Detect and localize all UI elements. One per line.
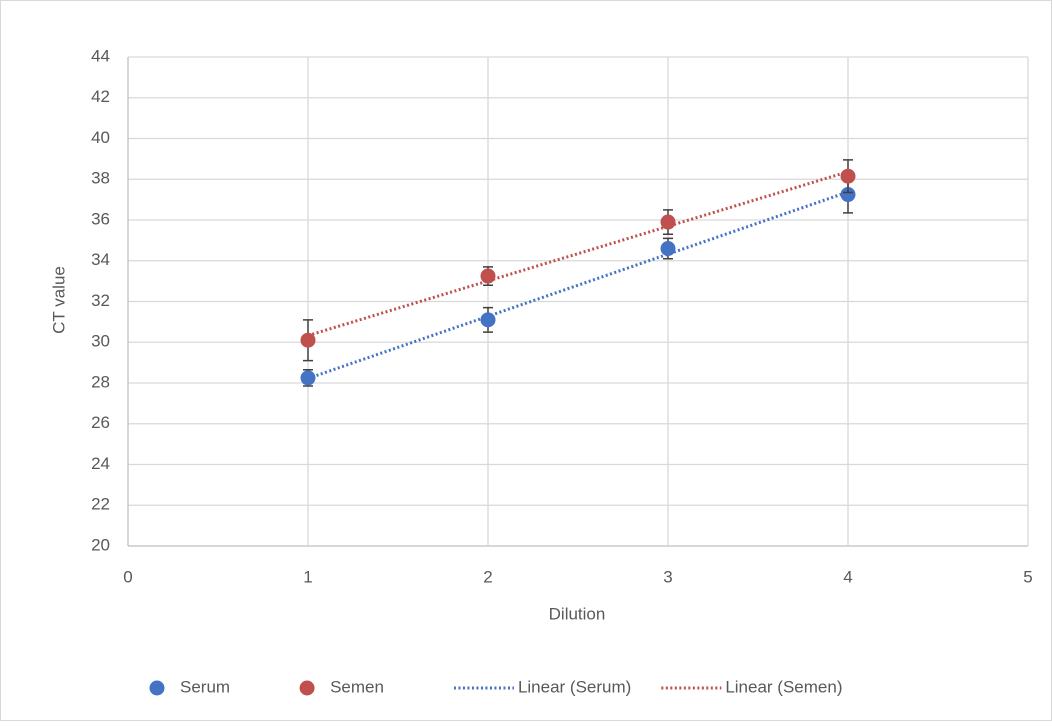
x-tick-label: 3 [663, 567, 672, 586]
legend-label: Semen [330, 677, 384, 696]
y-tick-label: 44 [91, 46, 110, 65]
legend-label: Linear (Semen) [725, 677, 842, 696]
x-tick-label: 4 [843, 567, 852, 586]
point [300, 332, 316, 348]
y-tick-label: 28 [91, 372, 110, 391]
point [840, 168, 856, 184]
y-tick-label: 36 [91, 209, 110, 228]
y-tick-label: 24 [91, 454, 110, 473]
y-tick-label: 20 [91, 535, 110, 554]
trendline [307, 190, 849, 380]
y-tick-label: 30 [91, 332, 110, 351]
point [480, 312, 496, 328]
y-tick-label: 32 [91, 291, 110, 310]
point [300, 370, 316, 386]
point [480, 268, 496, 284]
x-axis-title: Dilution [549, 604, 606, 623]
point [840, 187, 856, 203]
y-tick-label: 38 [91, 169, 110, 188]
y-tick-label: 26 [91, 413, 110, 432]
y-tick-label: 22 [91, 495, 110, 514]
x-tick-label: 2 [483, 567, 492, 586]
x-tick-label: 1 [303, 567, 312, 586]
y-tick-label: 34 [91, 250, 110, 269]
legend-label: Linear (Serum) [518, 677, 631, 696]
legend-label: Serum [180, 677, 230, 696]
x-tick-label: 0 [123, 567, 132, 586]
x-tick-label: 5 [1023, 567, 1032, 586]
y-tick-label: 42 [91, 87, 110, 106]
point [660, 241, 676, 257]
y-tick-label: 40 [91, 128, 110, 147]
y-axis-title: CT value [49, 266, 68, 334]
legend-marker [299, 680, 315, 696]
legend-marker [149, 680, 165, 696]
point [660, 214, 676, 230]
